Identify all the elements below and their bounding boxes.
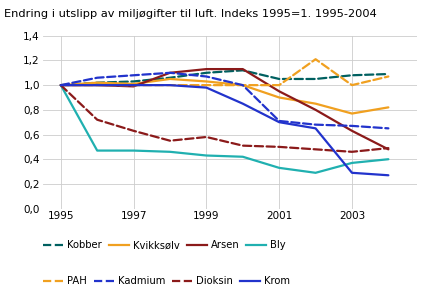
Legend: Kobber, Kvikksølv, Arsen, Bly: Kobber, Kvikksølv, Arsen, Bly [39,236,290,254]
Legend: PAH, Kadmium, Dioksin, Krom: PAH, Kadmium, Dioksin, Krom [39,272,294,290]
Text: Endring i utslipp av miljøgifter til luft. Indeks 1995=1. 1995-2004: Endring i utslipp av miljøgifter til luf… [4,9,377,19]
